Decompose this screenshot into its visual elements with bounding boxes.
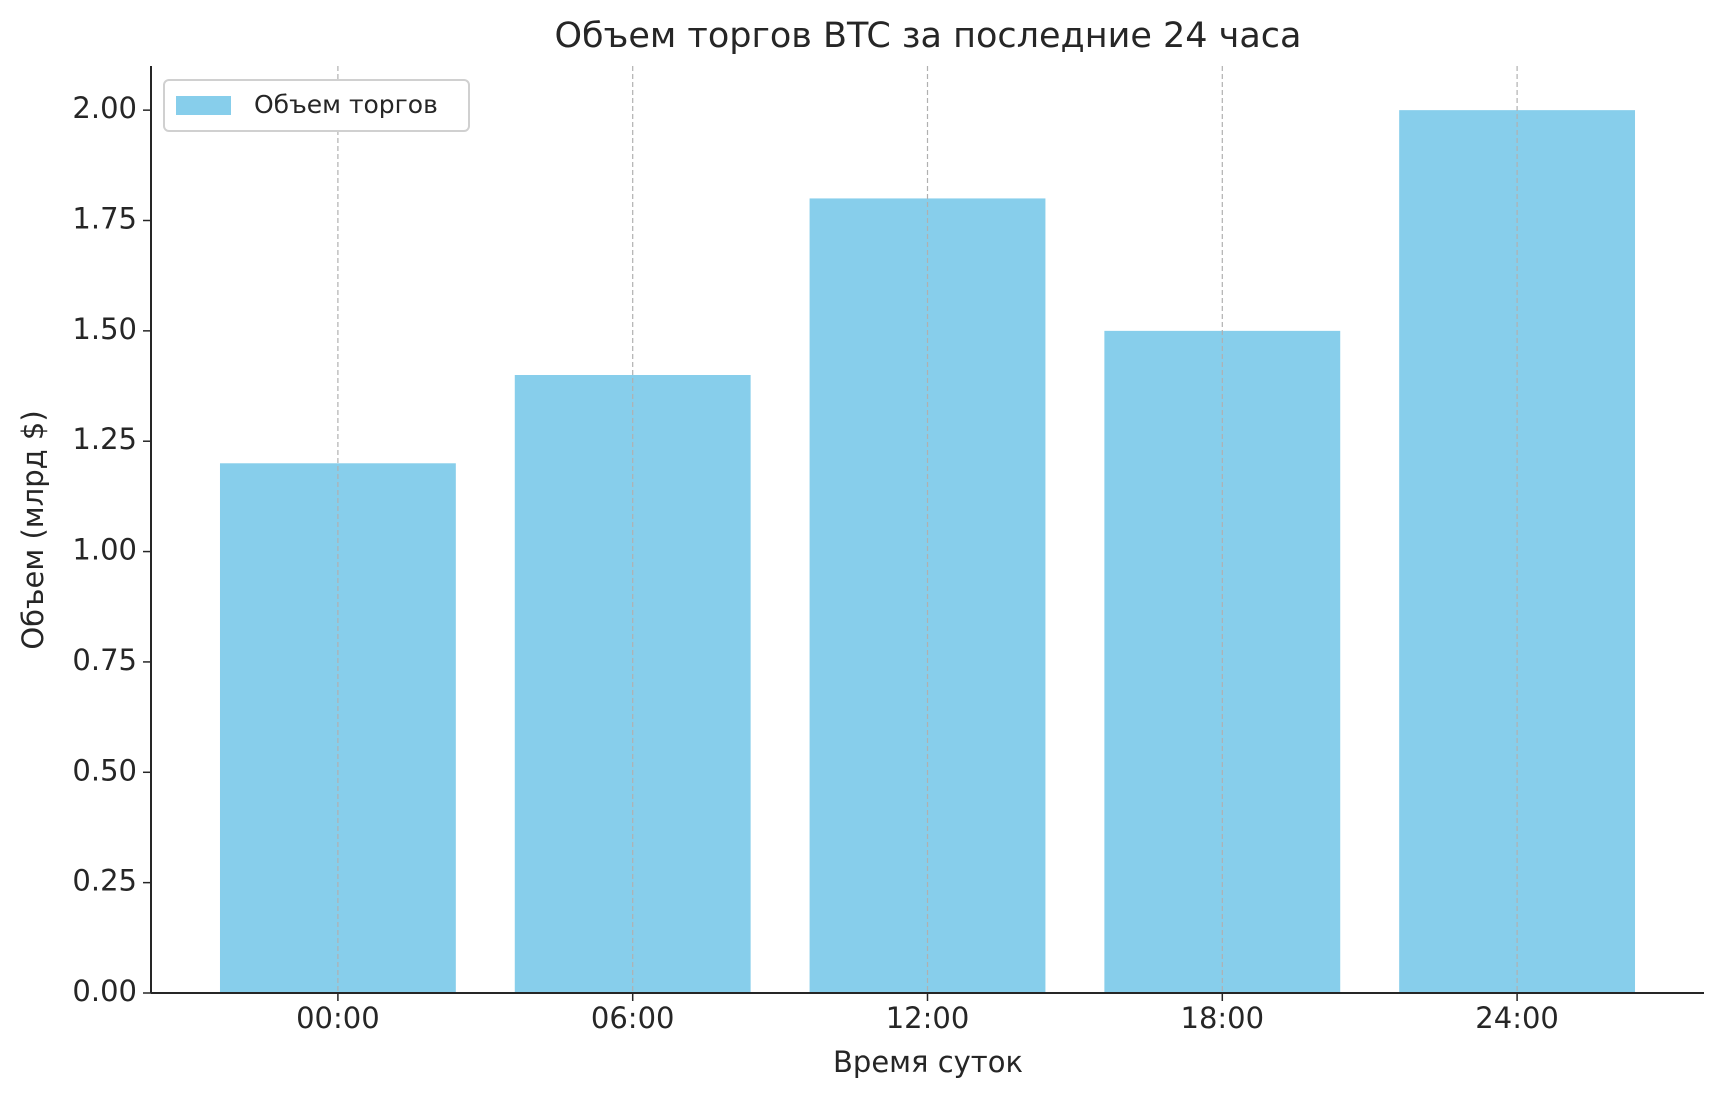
y-tick-label: 1.25 xyxy=(72,422,137,456)
y-axis-label: Объем (млрд $) xyxy=(16,410,50,649)
x-tick-label: 06:00 xyxy=(591,1001,675,1035)
legend-frame xyxy=(163,79,470,132)
x-axis-label: Время суток xyxy=(833,1045,1023,1079)
x-tick-label: 18:00 xyxy=(1181,1001,1265,1035)
y-tick-label: 1.50 xyxy=(72,312,137,346)
x-tick-label: 24:00 xyxy=(1475,1001,1559,1035)
y-tick-label: 2.00 xyxy=(72,91,137,125)
legend: Объем торгов xyxy=(163,79,470,132)
y-tick-label: 1.00 xyxy=(72,533,137,567)
legend-label: Объем торгов xyxy=(254,90,438,119)
x-tick-label: 12:00 xyxy=(886,1001,970,1035)
chart-title: Объем торгов BTC за последние 24 часа xyxy=(555,16,1302,56)
y-tick-label: 0.50 xyxy=(72,753,137,787)
legend-swatch xyxy=(176,96,231,115)
x-tick-label: 00:00 xyxy=(296,1001,380,1035)
bar xyxy=(219,463,456,993)
y-tick-label: 1.75 xyxy=(72,202,137,236)
y-tick-label: 0.75 xyxy=(72,643,137,677)
y-tick-label: 0.25 xyxy=(72,864,137,898)
y-tick-label: 0.00 xyxy=(72,974,137,1008)
